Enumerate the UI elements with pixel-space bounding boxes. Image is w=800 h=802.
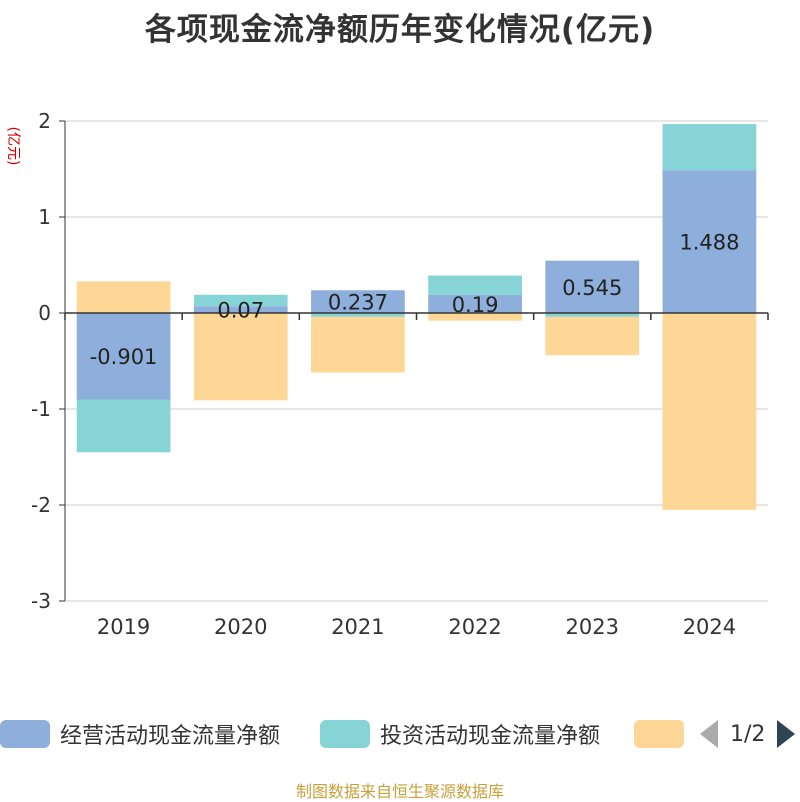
bar [193,294,288,307]
source-footer: 制图数据来自恒生聚源数据库 [295,782,504,801]
bar [545,313,640,317]
legend-item-investing[interactable]: 投资活动现金流量净额 [320,718,600,750]
x-tick-label: 2022 [448,615,501,639]
bar [545,260,640,313]
y-tick-label: 0 [38,301,51,325]
bar [428,313,522,321]
legend-item-operating[interactable]: 经营活动现金流量净额 [0,718,280,750]
bar [311,316,405,373]
chart-title: 各项现金流净额历年变化情况(亿元) [144,12,656,48]
chart-canvas: -3 -2 -1 0 1 2 (亿元) 2019 2020 2021 2022 2023 2024 -0.… [5,109,769,639]
bar [311,313,405,317]
legend-label-investing: 投资活动现金流量净额 [380,724,601,749]
bar [76,399,171,453]
bar [193,306,288,313]
y-tick-label: -2 [31,493,51,517]
x-tick-label: 2019 [97,615,150,639]
y-tick-label: 1 [38,205,51,229]
data-label: 0.07 [217,299,264,323]
x-tick-label: 2020 [214,615,267,639]
bar [545,316,640,356]
legend-swatch-investing [320,720,370,748]
x-tick-label: 2024 [683,615,736,639]
legend-prev-icon[interactable] [700,720,718,748]
bar [311,290,405,313]
data-label: 0.237 [328,291,388,315]
y-tick-label: 2 [38,109,51,133]
bar [76,313,171,400]
bar [428,294,522,313]
x-tick-label: 2023 [566,615,619,639]
legend-label-operating: 经营活动现金流量净额 [60,724,281,749]
bar [662,124,757,171]
bar [76,281,171,313]
y-axis-label: (亿元) [5,127,21,166]
legend-item-financing[interactable] [634,718,684,750]
legend: 经营活动现金流量净额 投资活动现金流量净额 1/2 [0,712,800,756]
legend-next-icon[interactable] [777,720,796,748]
legend-pager: 1/2 [700,718,796,750]
data-label: 0.545 [562,276,622,300]
legend-swatch-financing [634,720,684,748]
y-tick-label: -3 [31,589,51,613]
legend-swatch-operating [0,720,50,748]
x-tick-label: 2021 [331,615,384,639]
bar [428,275,522,295]
data-label: -0.901 [90,345,158,369]
bar [193,313,288,401]
data-label: 1.488 [679,231,739,255]
bar [662,313,757,510]
data-label: 0.19 [452,293,499,317]
bar [662,170,757,313]
legend-page-indicator: 1/2 [730,721,766,747]
y-tick-label: -1 [31,397,51,421]
